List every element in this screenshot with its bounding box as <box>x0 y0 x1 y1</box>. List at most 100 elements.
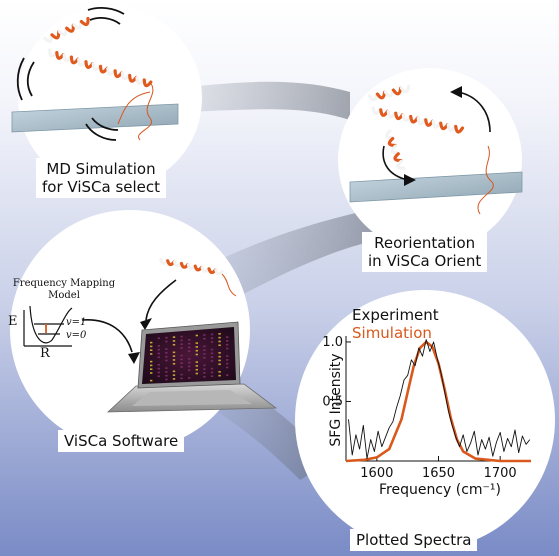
screen-pixel <box>203 356 206 359</box>
screen-pixel <box>165 359 168 362</box>
helix-turn <box>55 50 66 60</box>
helix-turn <box>454 124 465 134</box>
motion-lines-icon <box>16 7 125 141</box>
screen-pixel <box>180 366 183 368</box>
screen-pixel <box>226 355 229 357</box>
screen-pixel <box>195 342 198 344</box>
frequency-mapping-line2: Model <box>48 290 80 301</box>
helix-turn <box>72 20 83 30</box>
screen-pixel <box>180 347 183 349</box>
model-arrowhead-icon <box>128 352 140 364</box>
screen-pixel <box>195 334 198 337</box>
coordinate-axis-label: R <box>40 346 50 361</box>
screen-pixel <box>226 347 229 350</box>
screen-pixel <box>165 340 168 343</box>
md-simulation-line1: MD Simulation <box>46 160 156 178</box>
screen-pixel <box>203 364 206 367</box>
md-loop <box>117 81 154 141</box>
helix-turn <box>439 121 450 131</box>
helix-turn <box>375 90 387 100</box>
screen-pixel <box>157 352 160 355</box>
screen-pixel <box>195 346 198 348</box>
helix-turn <box>383 88 395 98</box>
legend-simulation: Simulation <box>352 324 432 342</box>
screen-pixel <box>180 362 183 364</box>
reorientation-circle <box>338 68 522 252</box>
reorientation-line2: in ViSCa Orient <box>368 252 482 270</box>
screen-pixel <box>218 344 221 347</box>
helix-arrowhead-icon <box>140 318 152 330</box>
screen-pixel <box>210 337 214 339</box>
screen-pixel <box>172 340 176 342</box>
screen-pixel <box>172 343 176 346</box>
helix-turn <box>387 136 397 148</box>
software-label: ViSCa Software <box>58 430 185 452</box>
screen-pixel <box>218 374 221 377</box>
screen-pixel <box>180 339 183 342</box>
screen-pixel <box>157 367 160 370</box>
screen-pixel <box>157 345 160 347</box>
helix-turn <box>77 57 87 67</box>
orient-membrane-slab <box>349 171 523 203</box>
screen-pixel <box>226 374 229 376</box>
helix-turn <box>424 118 435 127</box>
md-simulation-label: MD Simulation for ViSCa select <box>36 158 167 198</box>
screen-pixel <box>203 368 206 370</box>
screen-pixel <box>172 336 176 338</box>
screen-pixel <box>188 365 191 368</box>
helix-turn <box>386 109 397 119</box>
screen-pixel <box>188 346 191 349</box>
screen-pixel <box>203 349 206 351</box>
helix-turn <box>394 111 405 121</box>
md-simulation-line2: for ViSCa select <box>42 178 161 196</box>
screen-pixel <box>180 335 183 338</box>
helix-turn <box>62 53 73 63</box>
helix-turn <box>396 159 406 170</box>
helix-turn <box>47 48 58 58</box>
screen-pixel <box>188 361 191 364</box>
screen-pixel <box>210 333 214 336</box>
helix-turn <box>391 86 403 96</box>
screen-pixel <box>150 360 153 363</box>
screen-pixel <box>180 373 183 376</box>
screen-pixel <box>165 371 168 373</box>
screen-pixel <box>150 364 153 367</box>
helix-turn <box>91 62 102 72</box>
helix-turn <box>371 106 382 116</box>
screen-pixel <box>165 352 168 354</box>
screen-pixel <box>210 352 214 355</box>
screen-pixel <box>195 353 198 356</box>
helix-turn <box>393 152 403 163</box>
helix-turn <box>79 16 90 27</box>
screen-pixel <box>188 350 191 353</box>
helix-turn <box>57 26 68 37</box>
screen-pixel <box>195 361 198 363</box>
md-simulation-circle <box>18 6 202 190</box>
screen-pixel <box>226 359 229 361</box>
helix-turn <box>142 78 153 88</box>
screen-pixel <box>157 375 160 378</box>
potential-well-icon <box>23 305 73 347</box>
screen-pixel <box>172 355 176 357</box>
helix-turn <box>367 92 379 102</box>
screen-pixel <box>195 365 198 367</box>
software-loop <box>221 273 237 297</box>
frequency-mapping-line1: Frequency Mapping <box>12 278 116 289</box>
screen-pixel <box>165 367 168 369</box>
screen-pixel <box>210 348 214 351</box>
rotation-arrow-icon <box>382 86 491 186</box>
model-to-laptop-arrow-icon <box>81 319 133 353</box>
helix-turn <box>446 123 457 132</box>
helix-turn <box>431 119 442 129</box>
helix-turn <box>128 73 138 83</box>
x-tick-label: 1600 <box>360 466 393 481</box>
screen-pixel <box>165 378 168 381</box>
helix-turn <box>399 84 411 94</box>
screen-pixel <box>203 353 206 355</box>
screen-pixel <box>210 360 214 362</box>
y-tick-label: 0.5 <box>322 394 343 409</box>
helix-turn <box>135 76 146 85</box>
screen-pixel <box>150 345 153 348</box>
screen-pixel <box>150 349 153 351</box>
